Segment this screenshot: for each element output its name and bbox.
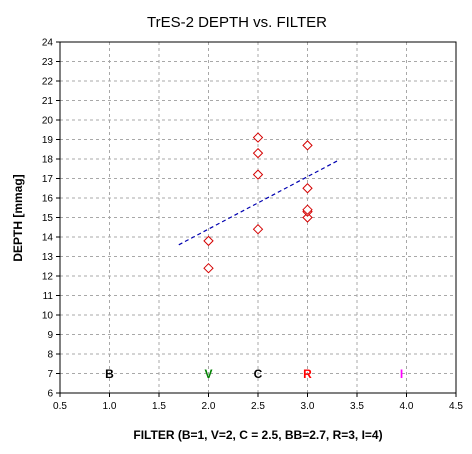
y-tick-label: 24 [42, 38, 54, 49]
y-tick-label: 6 [47, 389, 53, 400]
y-tick-label: 11 [43, 291, 54, 302]
data-point [252, 169, 264, 180]
y-tick-label: 20 [42, 116, 54, 127]
data-point [302, 140, 313, 151]
y-tick-label: 22 [42, 77, 54, 88]
trendline [178, 160, 338, 246]
data-point [252, 223, 264, 235]
x-tick-label: 4.5 [449, 401, 463, 412]
y-tick-label: 17 [42, 174, 54, 185]
x-tick-label: 2.5 [251, 401, 265, 412]
x-tick-label: 0.5 [53, 401, 67, 412]
chart-title: TrES-2 DEPTH vs. FILTER [147, 14, 327, 31]
y-tick-label: 19 [42, 135, 54, 146]
data-point [302, 212, 313, 223]
y-tick-label: 18 [42, 155, 54, 166]
axis-ticks: 6 7 8 9 10 11 12 13 14 15 16 17 18 19 20 21 22 23 24 0.5 1.0… [42, 38, 464, 413]
y-tick-label: 14 [42, 233, 54, 244]
y-tick-label: 10 [42, 311, 54, 322]
data-point [252, 132, 264, 143]
grid-lines [60, 42, 456, 393]
data-points [203, 132, 313, 274]
x-tick-label: 1.5 [152, 401, 166, 412]
y-tick-label: 12 [42, 272, 54, 283]
x-tick-label: 4.0 [400, 401, 414, 412]
x-tick-label: 3.5 [350, 401, 364, 412]
data-point [302, 204, 313, 215]
y-tick-label: 7 [47, 369, 53, 380]
trendline-layer [178, 160, 338, 246]
y-tick-label: 21 [42, 96, 54, 107]
y-tick-label: 9 [47, 330, 53, 341]
band-label: I [400, 367, 403, 381]
data-point [302, 183, 313, 194]
data-point [203, 262, 214, 274]
band-label: C [254, 367, 263, 381]
data-point [203, 235, 214, 247]
data-point [252, 147, 264, 159]
x-tick-label: 1.0 [103, 401, 117, 412]
y-tick-label: 16 [42, 194, 54, 205]
y-tick-label: 13 [42, 252, 54, 263]
y-tick-label: 8 [47, 350, 53, 361]
band-label: B [105, 367, 114, 381]
band-label: V [204, 367, 212, 381]
x-axis-title: FILTER (B=1, V=2, C = 2.5, BB=2.7, R=3, … [133, 428, 382, 442]
y-tick-label: 15 [42, 213, 54, 224]
x-tick-label: 2.0 [202, 401, 216, 412]
y-axis-title: DEPTH [mmag] [11, 174, 25, 261]
band-label: R [303, 367, 312, 381]
x-tick-label: 3.0 [301, 401, 315, 412]
y-tick-label: 23 [42, 57, 54, 68]
